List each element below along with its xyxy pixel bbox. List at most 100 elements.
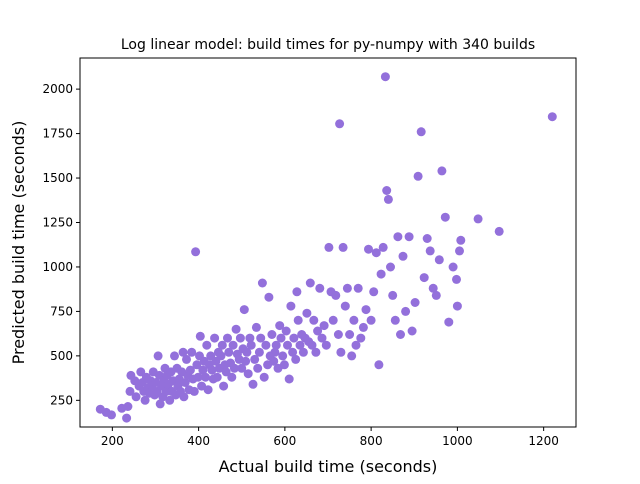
data-point-57 [193, 372, 203, 382]
data-point-111 [269, 356, 279, 366]
y-tick-label-1250: 1250 [42, 215, 73, 229]
data-point-6 [125, 386, 135, 396]
data-point-115 [275, 321, 285, 331]
data-point-117 [278, 351, 288, 361]
data-point-70 [210, 333, 220, 343]
data-point-11 [136, 367, 146, 377]
data-point-77 [219, 381, 229, 391]
x-tick-label-800: 800 [360, 434, 383, 448]
data-point-5 [123, 402, 133, 411]
data-point-106 [261, 340, 271, 350]
data-point-165 [374, 360, 384, 370]
data-point-122 [286, 301, 296, 311]
data-point-147 [333, 330, 343, 339]
x-tick-label-1000: 1000 [442, 434, 473, 448]
data-point-96 [245, 333, 255, 343]
data-point-162 [366, 315, 376, 325]
data-point-130 [298, 347, 308, 357]
data-point-63 [201, 372, 210, 382]
data-point-139 [315, 283, 325, 293]
data-point-83 [227, 372, 237, 382]
data-point-193 [452, 274, 461, 284]
data-point-93 [241, 356, 251, 366]
data-point-186 [428, 283, 438, 293]
data-point-157 [353, 283, 363, 293]
data-point-108 [264, 292, 274, 302]
data-point-127 [293, 315, 303, 325]
x-tick-label-600: 600 [273, 434, 296, 448]
data-point-196 [456, 235, 466, 245]
data-point-24 [153, 351, 163, 361]
data-point-34 [165, 395, 175, 405]
data-point-140 [317, 333, 327, 343]
data-point-9 [131, 392, 141, 402]
data-point-123 [288, 347, 298, 357]
data-point-168 [380, 72, 390, 82]
data-point-183 [419, 273, 429, 283]
plot-frame [79, 57, 577, 428]
data-point-89 [235, 333, 245, 343]
data-point-160 [361, 305, 371, 315]
data-point-188 [434, 255, 444, 265]
data-point-126 [292, 287, 302, 297]
data-point-113 [271, 340, 281, 350]
data-point-80 [223, 333, 232, 343]
data-point-98 [248, 379, 258, 389]
data-point-46 [179, 392, 189, 402]
data-point-85 [229, 363, 239, 373]
data-point-2 [107, 410, 116, 420]
data-point-92 [239, 305, 249, 315]
y-axis-label: Predicted build time (seconds) [9, 121, 28, 365]
data-point-76 [217, 340, 227, 350]
data-point-52 [187, 347, 197, 357]
data-point-110 [267, 330, 277, 339]
x-axis: 200 400 600 800 1000 1200 [101, 427, 559, 448]
data-point-143 [324, 242, 334, 252]
data-point-177 [401, 306, 411, 316]
data-point-48 [182, 354, 191, 364]
data-point-97 [246, 340, 256, 350]
data-point-172 [388, 290, 398, 300]
data-point-187 [431, 290, 441, 300]
data-point-90 [237, 363, 247, 373]
data-point-4 [122, 413, 132, 423]
data-point-146 [331, 290, 341, 300]
x-axis-label: Actual build time (seconds) [219, 457, 438, 476]
data-point-119 [281, 326, 291, 336]
data-point-153 [345, 330, 355, 339]
data-point-176 [398, 251, 408, 261]
y-tick-label-750: 750 [50, 304, 73, 318]
data-point-136 [309, 315, 319, 325]
data-point-118 [279, 360, 289, 370]
data-point-121 [284, 374, 294, 384]
data-point-192 [448, 262, 458, 272]
data-point-103 [256, 333, 266, 343]
data-point-68 [207, 365, 217, 375]
data-point-84 [228, 340, 238, 350]
data-point-169 [382, 186, 392, 195]
data-point-175 [396, 330, 405, 339]
data-point-191 [444, 317, 454, 327]
data-point-156 [351, 340, 361, 350]
data-point-86 [231, 324, 241, 334]
data-point-159 [358, 322, 368, 332]
x-tick-label-400: 400 [187, 434, 210, 448]
data-point-150 [338, 242, 348, 252]
data-point-59 [195, 331, 205, 341]
data-point-125 [291, 354, 301, 364]
x-tick-label-1200: 1200 [528, 434, 559, 448]
data-point-152 [342, 283, 352, 293]
data-point-79 [221, 367, 231, 377]
data-point-195 [455, 246, 464, 256]
data-point-47 [180, 378, 190, 387]
x-tick-label-200: 200 [101, 434, 124, 448]
data-point-26 [155, 399, 165, 409]
data-point-137 [311, 347, 321, 357]
data-point-72 [212, 372, 222, 382]
data-point-161 [364, 244, 373, 254]
y-tick-label-2000: 2000 [42, 82, 73, 96]
data-point-158 [356, 333, 366, 343]
data-point-56 [192, 360, 202, 370]
y-tick-label-250: 250 [50, 393, 73, 407]
